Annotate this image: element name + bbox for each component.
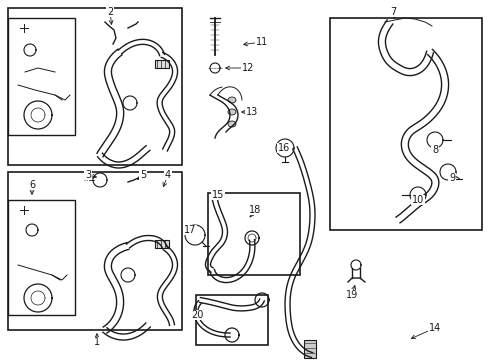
Text: 15: 15 <box>212 190 224 200</box>
Text: 18: 18 <box>249 205 261 215</box>
Text: 16: 16 <box>278 143 290 153</box>
Text: 19: 19 <box>346 290 358 300</box>
Text: 20: 20 <box>191 310 203 320</box>
Bar <box>155 240 169 248</box>
Bar <box>8 18 75 135</box>
Bar <box>8 8 182 165</box>
Ellipse shape <box>228 121 236 127</box>
Text: 12: 12 <box>242 63 254 73</box>
Bar <box>196 295 268 345</box>
Bar <box>304 340 316 358</box>
Bar <box>208 193 300 275</box>
Text: 4: 4 <box>165 170 171 180</box>
Text: 13: 13 <box>246 107 258 117</box>
Text: 2: 2 <box>107 7 113 17</box>
Text: 1: 1 <box>94 337 100 347</box>
Text: 9: 9 <box>449 173 455 183</box>
Bar <box>8 172 182 330</box>
Text: 5: 5 <box>140 170 146 180</box>
Ellipse shape <box>228 97 236 103</box>
Bar <box>155 60 169 68</box>
Text: 3: 3 <box>85 170 91 180</box>
Bar <box>330 18 482 230</box>
Text: 17: 17 <box>184 225 196 235</box>
Text: 14: 14 <box>429 323 441 333</box>
Text: 10: 10 <box>412 195 424 205</box>
Bar <box>8 200 75 315</box>
Text: 7: 7 <box>390 7 396 17</box>
Text: 6: 6 <box>29 180 35 190</box>
Text: 8: 8 <box>432 145 438 155</box>
Ellipse shape <box>228 109 236 115</box>
Text: 11: 11 <box>256 37 268 47</box>
